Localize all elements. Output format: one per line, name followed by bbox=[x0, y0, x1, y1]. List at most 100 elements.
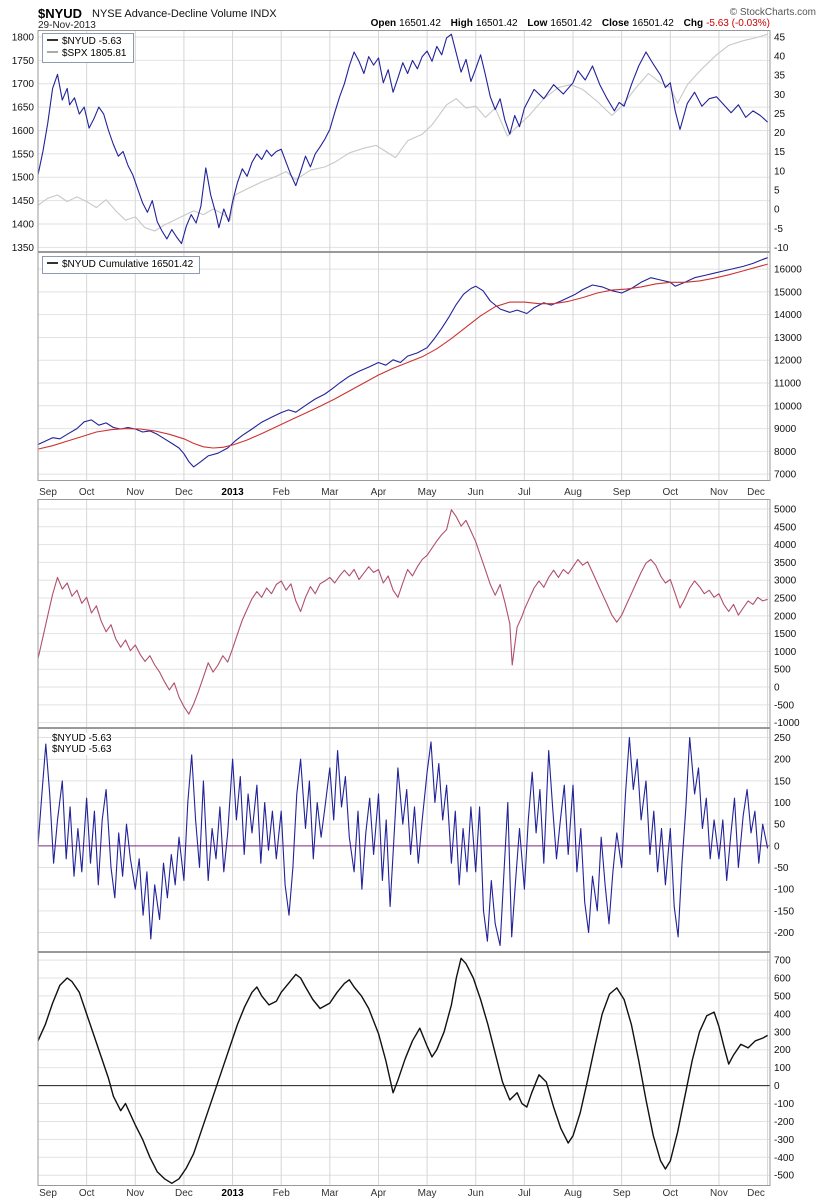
month-label: Oct bbox=[663, 487, 679, 498]
close-value: 16501.42 bbox=[632, 18, 674, 29]
axis-tick-labels: 250 200 150 100 50 0 -50 -100 -150 -200 bbox=[774, 733, 794, 939]
left-axis-tick-label: 1650 bbox=[12, 103, 35, 114]
right-axis-tick-label: 7000 bbox=[774, 470, 797, 481]
right-axis-tick-label: 700 bbox=[774, 956, 791, 967]
axis-tick-labels: 700 600 500 400 300 200 100 0 -100 -200 -300 -400 -5… bbox=[774, 956, 794, 1182]
left-axis-tick-label: 1400 bbox=[12, 219, 35, 230]
right-axis-tick-label: 3500 bbox=[774, 558, 797, 569]
stockcharts-credit-link[interactable]: © StockCharts.com bbox=[729, 7, 816, 18]
month-label: Oct bbox=[79, 1188, 95, 1199]
right-axis-tick-label: 10 bbox=[774, 166, 786, 177]
right-axis-tick-label: 16000 bbox=[774, 265, 802, 276]
month-label: Nov bbox=[710, 487, 728, 498]
month-label: Dec bbox=[175, 1188, 193, 1199]
right-axis-tick-label: 500 bbox=[774, 991, 791, 1002]
month-label: Dec bbox=[175, 487, 193, 498]
left-axis-tick-label: 1450 bbox=[12, 196, 35, 207]
left-axis-tick-label: 1600 bbox=[12, 126, 35, 137]
right-axis-tick-label: 40 bbox=[774, 52, 786, 63]
gridlines bbox=[38, 30, 770, 252]
series-lines bbox=[37, 509, 768, 715]
series-line-ma bbox=[37, 263, 768, 450]
series-line-$nyud-cumulative bbox=[37, 257, 768, 468]
gridlines bbox=[38, 952, 770, 1186]
left-axis-tick-label: 1500 bbox=[12, 173, 35, 184]
month-label: Dec bbox=[747, 1188, 765, 1199]
left-axis-tick-label: 1550 bbox=[12, 149, 35, 160]
right-axis-tick-label: 25 bbox=[774, 109, 786, 120]
month-label: Jul bbox=[518, 1188, 531, 1199]
month-label: Jun bbox=[468, 487, 484, 498]
right-axis-tick-label: 100 bbox=[774, 1063, 791, 1074]
open-label: Open bbox=[370, 18, 397, 29]
right-axis-tick-label: 12000 bbox=[774, 356, 802, 367]
month-label: Apr bbox=[371, 1188, 387, 1199]
close-label: Close bbox=[601, 18, 630, 29]
high-label: High bbox=[450, 18, 473, 29]
month-label: Oct bbox=[79, 487, 95, 498]
low-value: 16501.42 bbox=[550, 18, 593, 29]
panel-cumulative: 16000 15000 14000 13000 12000 11000 10000 9000 8… bbox=[37, 252, 802, 481]
month-label: Sep bbox=[39, 487, 57, 498]
right-axis-tick-label: 30 bbox=[774, 90, 786, 101]
panel-daily-osc: 250 200 150 100 50 0 -50 -100 -150 -200 bbox=[37, 728, 794, 952]
right-axis-tick-label: -400 bbox=[774, 1153, 794, 1164]
right-axis-tick-label: 14000 bbox=[774, 310, 802, 321]
series-line-oscillator bbox=[37, 509, 768, 715]
axis-tick-labels: 45 40 35 30 25 20 15 10 5 0 -5 -10 1800 1750 1700 1650 1… bbox=[12, 32, 789, 252]
right-axis-tick-label: 10000 bbox=[774, 401, 802, 412]
legend-row: $NYUD -5.63 bbox=[47, 36, 127, 48]
right-axis-tick-label: 0 bbox=[774, 205, 780, 216]
right-axis-tick-label: 200 bbox=[774, 1045, 791, 1056]
month-axis-strip-1: Sep Oct Nov Dec 2013 Feb Mar Apr May Jun Jul Aug Sep… bbox=[39, 487, 765, 498]
symbol-description: NYSE Advance-Decline Volume INDX bbox=[92, 8, 277, 20]
legend-row: $NYUD -5.63 bbox=[52, 733, 112, 744]
right-axis-tick-label: -300 bbox=[774, 1135, 794, 1146]
month-label: May bbox=[418, 487, 437, 498]
month-label: May bbox=[418, 1188, 437, 1199]
right-axis-tick-label: 0 bbox=[774, 841, 780, 852]
panel1-legend: $NYUD -5.63 $SPX 1805.81 bbox=[42, 33, 134, 63]
month-label: 2013 bbox=[221, 1188, 244, 1199]
gridlines bbox=[38, 252, 770, 481]
month-label: Sep bbox=[613, 1188, 631, 1199]
month-label: Oct bbox=[663, 1188, 679, 1199]
right-axis-tick-label: 8000 bbox=[774, 447, 797, 458]
right-axis-tick-label: 400 bbox=[774, 1009, 791, 1020]
low-label: Low bbox=[527, 18, 548, 29]
series-lines bbox=[37, 33, 768, 245]
panel4-legend: $NYUD -5.63 $NYUD -5.63 bbox=[52, 733, 112, 755]
high-value: 16501.42 bbox=[475, 18, 518, 29]
right-axis-tick-label: 200 bbox=[774, 755, 791, 766]
panel-summation: 700 600 500 400 300 200 100 0 -100 -200 -300 -400 -5… bbox=[37, 952, 794, 1186]
right-axis-tick-label: 300 bbox=[774, 1027, 791, 1038]
panel2-legend: $NYUD Cumulative 16501.42 bbox=[42, 256, 201, 274]
legend-text: $NYUD Cumulative 16501.42 bbox=[62, 259, 194, 270]
right-axis-tick-label: 500 bbox=[774, 665, 791, 676]
month-label: Jun bbox=[468, 1188, 484, 1199]
right-axis-tick-label: 1000 bbox=[774, 647, 797, 658]
right-axis-tick-label: 45 bbox=[774, 32, 786, 43]
right-axis-tick-label: 50 bbox=[774, 820, 786, 831]
right-axis-tick-label: -100 bbox=[774, 885, 794, 896]
right-axis-tick-label: -150 bbox=[774, 906, 794, 917]
month-label: 2013 bbox=[221, 487, 244, 498]
month-axis-strip-2: Sep Oct Nov Dec 2013 Feb Mar Apr May Jun Jul Aug Sep… bbox=[39, 1188, 765, 1199]
right-axis-tick-label: 5 bbox=[774, 185, 780, 196]
chg-label: Chg bbox=[683, 18, 704, 29]
chg-value: -5.63 (-0.03%) bbox=[706, 18, 770, 29]
series-line-$nyud bbox=[37, 33, 768, 245]
right-axis-tick-label: 15000 bbox=[774, 287, 802, 298]
right-axis-tick-label: 0 bbox=[774, 1081, 780, 1092]
series-line-summation bbox=[37, 957, 768, 1185]
chart-date: 29-Nov-2013 bbox=[38, 20, 96, 31]
gridlines bbox=[38, 499, 770, 728]
right-axis-tick-label: 13000 bbox=[774, 333, 802, 344]
series-line-$nyud-daily bbox=[37, 736, 769, 947]
axis-tick-labels: 5000450040003500300025002000150010005000… bbox=[774, 504, 800, 728]
legend-text: $SPX 1805.81 bbox=[62, 48, 127, 59]
month-label: Dec bbox=[747, 487, 765, 498]
left-axis-tick-label: 1750 bbox=[12, 56, 35, 67]
month-label: Nov bbox=[126, 1188, 144, 1199]
